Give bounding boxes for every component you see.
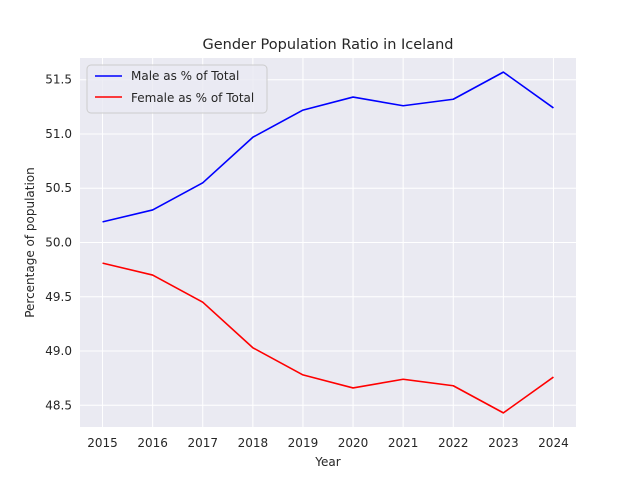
x-tick-label: 2022	[438, 436, 469, 450]
x-tick-label: 2021	[388, 436, 419, 450]
x-tick-label: 2024	[538, 436, 569, 450]
x-tick-label: 2020	[338, 436, 369, 450]
y-axis-ticks: 48.5 49.0 49.5 50.0 50.5 51.0 51.5	[45, 73, 72, 413]
legend-label-female: Female as % of Total	[131, 91, 254, 105]
x-axis-label: Year	[314, 455, 340, 469]
x-tick-label: 2016	[137, 436, 168, 450]
y-tick-label: 50.0	[45, 236, 72, 250]
y-tick-label: 51.0	[45, 127, 72, 141]
y-axis-label: Percentage of population	[23, 167, 37, 318]
y-tick-label: 51.5	[45, 73, 72, 87]
legend-label-male: Male as % of Total	[131, 69, 239, 83]
series-line-female	[102, 262, 554, 414]
series-line-male	[102, 71, 554, 223]
x-tick-label: 2015	[87, 436, 118, 450]
x-tick-label: 2019	[288, 436, 319, 450]
y-tick-label: 48.5	[45, 398, 72, 412]
legend: Male as % of Total Female as % of Total	[86, 64, 268, 114]
series-lines	[102, 71, 554, 414]
x-tick-label: 2017	[187, 436, 218, 450]
y-tick-label: 49.5	[45, 290, 72, 304]
y-tick-label: 49.0	[45, 344, 72, 358]
legend-box	[86, 64, 268, 114]
chart-title: Gender Population Ratio in Iceland	[203, 37, 454, 53]
y-tick-label: 50.5	[45, 181, 72, 195]
x-tick-label: 2023	[488, 436, 519, 450]
grid	[80, 58, 576, 427]
x-axis-ticks: 2015 2016 2017 2018 2019 2020 2021 2022 2023 2024	[87, 436, 568, 450]
x-tick-label: 2018	[238, 436, 269, 450]
